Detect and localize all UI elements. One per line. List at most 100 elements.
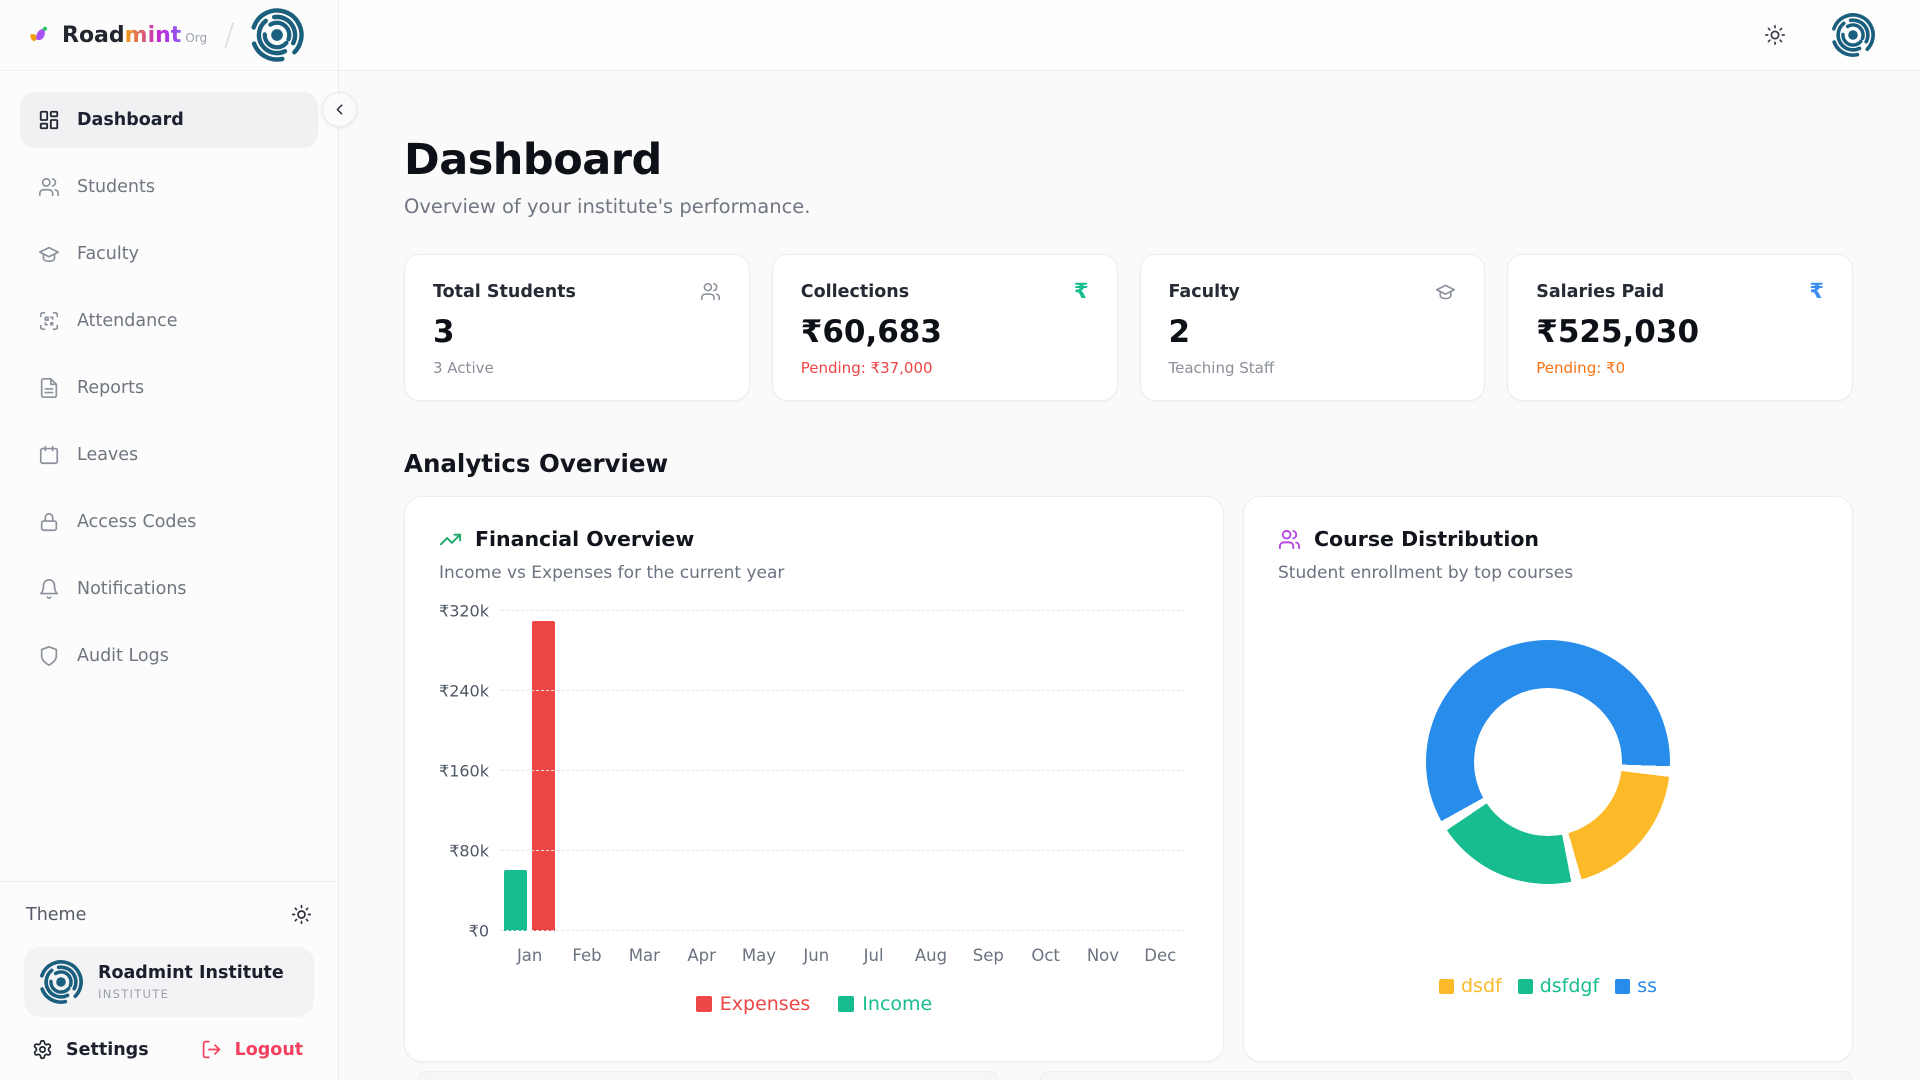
stat-value: ₹525,030 bbox=[1536, 314, 1700, 350]
x-tick-label: Jun bbox=[803, 946, 830, 965]
x-tick-label: Mar bbox=[628, 946, 660, 965]
legend-item-expenses: Expenses bbox=[695, 993, 811, 1015]
logout-button[interactable]: Logout bbox=[201, 1039, 303, 1060]
users-icon bbox=[700, 282, 720, 301]
stat-label: Faculty bbox=[1168, 281, 1240, 302]
x-tick-label: Jan bbox=[516, 946, 543, 965]
legend-label: dsdf bbox=[1461, 975, 1502, 997]
legend-swatch bbox=[1517, 978, 1533, 994]
financial-months: Jan Feb Mar Apr May Jun Jul Aug Sep Oct Nov Dec bbox=[501, 946, 1189, 965]
sidebar-item-reports[interactable]: Reports bbox=[20, 360, 318, 416]
sidebar-item-students[interactable]: Students bbox=[20, 159, 318, 215]
sidebar-item-label: Faculty bbox=[77, 244, 139, 264]
y-tick-label: ₹0 bbox=[468, 921, 489, 941]
next-row-card-edge bbox=[418, 1071, 998, 1080]
bar-slot-apr bbox=[673, 611, 730, 931]
x-tick-label: Apr bbox=[687, 946, 716, 965]
bar-slot-sep bbox=[960, 611, 1017, 931]
logout-icon bbox=[202, 1040, 220, 1059]
x-tick-label: Dec bbox=[1144, 946, 1177, 965]
bar-slot-mar bbox=[616, 611, 673, 931]
shield-icon bbox=[40, 646, 58, 666]
y-tick-label: ₹320k bbox=[439, 601, 489, 621]
stat-sub: Pending: ₹37,000 bbox=[800, 359, 933, 377]
sidebar-item-dashboard[interactable]: Dashboard bbox=[20, 92, 318, 148]
bar-slot-jan bbox=[501, 611, 558, 931]
org-name: Roadmint Institute bbox=[98, 963, 284, 983]
y-tick-label: ₹160k bbox=[439, 761, 489, 781]
legend-item-ss: ss bbox=[1615, 975, 1657, 997]
qr-scan-icon bbox=[39, 311, 59, 331]
gridline bbox=[501, 770, 1185, 771]
sidebar-item-leaves[interactable]: Leaves bbox=[20, 427, 318, 483]
income-bar-jan bbox=[504, 870, 528, 931]
x-tick-label: Aug bbox=[914, 946, 948, 965]
brand-bird-icon bbox=[26, 22, 53, 49]
bar-slot-aug bbox=[902, 611, 959, 931]
settings-button[interactable]: Settings bbox=[32, 1039, 149, 1060]
chart-subtitle: Income vs Expenses for the current year bbox=[439, 563, 785, 583]
org-card[interactable]: Roadmint Institute INSTITUTE bbox=[24, 947, 314, 1017]
sidebar-item-faculty[interactable]: Faculty bbox=[20, 226, 318, 282]
stat-card-collections: Collections ₹ ₹60,683 Pending: ₹37,000 bbox=[771, 254, 1118, 401]
brand[interactable]: Roadmint Org / bbox=[0, 0, 338, 71]
legend-swatch bbox=[695, 996, 712, 1012]
legend-swatch bbox=[1439, 978, 1454, 994]
sidebar-item-notifications[interactable]: Notifications bbox=[20, 561, 318, 617]
gear-icon bbox=[33, 1039, 52, 1060]
org-type: INSTITUTE bbox=[98, 987, 170, 1001]
calendar-icon bbox=[39, 445, 59, 465]
lock-icon bbox=[40, 512, 58, 532]
gridline bbox=[501, 850, 1185, 851]
theme-toggle-button[interactable] bbox=[1764, 24, 1786, 46]
rupee-icon: ₹ bbox=[1073, 279, 1089, 303]
org-logo[interactable] bbox=[249, 7, 305, 63]
sidebar-item-attendance[interactable]: Attendance bbox=[20, 293, 318, 349]
legend-swatch bbox=[1615, 978, 1631, 994]
sidebar: Roadmint Org / Dashboard Students Faculty… bbox=[0, 0, 339, 1080]
bar-slot-dec bbox=[1132, 611, 1189, 931]
rupee-icon: ₹ bbox=[1809, 279, 1824, 303]
sidebar-collapse-button[interactable] bbox=[322, 92, 357, 127]
org-logo bbox=[38, 959, 84, 1005]
legend-label: Income bbox=[862, 993, 933, 1015]
main-content: Dashboard Overview of your institute's p… bbox=[339, 71, 1920, 1080]
chart-title: Course Distribution bbox=[1314, 527, 1540, 551]
gridline bbox=[501, 930, 1185, 931]
x-tick-label: May bbox=[741, 946, 777, 965]
org-avatar[interactable] bbox=[1830, 12, 1876, 58]
sidebar-item-label: Audit Logs bbox=[77, 646, 169, 666]
stat-label: Collections bbox=[800, 281, 910, 302]
trending-up-icon bbox=[439, 528, 462, 551]
sidebar-item-label: Access Codes bbox=[77, 512, 197, 532]
legend-label: Expenses bbox=[719, 993, 811, 1015]
x-tick-label: Nov bbox=[1086, 946, 1120, 965]
stat-sub: Pending: ₹0 bbox=[1536, 359, 1626, 377]
stat-card-faculty: Faculty 2 Teaching Staff bbox=[1139, 254, 1486, 401]
gridline bbox=[501, 610, 1185, 611]
sidebar-item-access-codes[interactable]: Access Codes bbox=[20, 494, 318, 550]
course-donut bbox=[1426, 640, 1670, 884]
charts-row: Financial Overview Income vs Expenses fo… bbox=[404, 496, 1853, 1062]
next-row-card-edge bbox=[1040, 1071, 1852, 1080]
sidebar-footer: Theme Roadmint Institute INSTITUTE bbox=[0, 881, 338, 1080]
topbar bbox=[339, 0, 1920, 71]
financial-overview-card: Financial Overview Income vs Expenses fo… bbox=[404, 496, 1224, 1062]
x-tick-label: Jul bbox=[863, 946, 884, 965]
stat-label: Total Students bbox=[433, 281, 576, 302]
sidebar-nav: Dashboard Students Faculty Attendance Re… bbox=[0, 71, 338, 881]
course-distribution-card: Course Distribution Student enrollment b… bbox=[1243, 496, 1853, 1062]
stat-value: ₹60,683 bbox=[800, 314, 942, 350]
legend-label: dsfdgf bbox=[1539, 975, 1600, 997]
bar-slot-jun bbox=[788, 611, 845, 931]
stat-card-salaries-paid: Salaries Paid ₹ ₹525,030 Pending: ₹0 bbox=[1507, 254, 1853, 401]
sidebar-item-label: Students bbox=[77, 177, 156, 197]
bar-slot-feb bbox=[558, 611, 615, 931]
users-icon bbox=[39, 177, 59, 197]
gridline bbox=[501, 690, 1185, 691]
y-tick-label: ₹240k bbox=[439, 681, 489, 701]
y-tick-label: ₹80k bbox=[449, 841, 489, 861]
bar-slot-nov bbox=[1074, 611, 1131, 931]
sidebar-item-audit-logs[interactable]: Audit Logs bbox=[20, 628, 318, 684]
theme-toggle-sun-icon[interactable] bbox=[291, 904, 312, 925]
